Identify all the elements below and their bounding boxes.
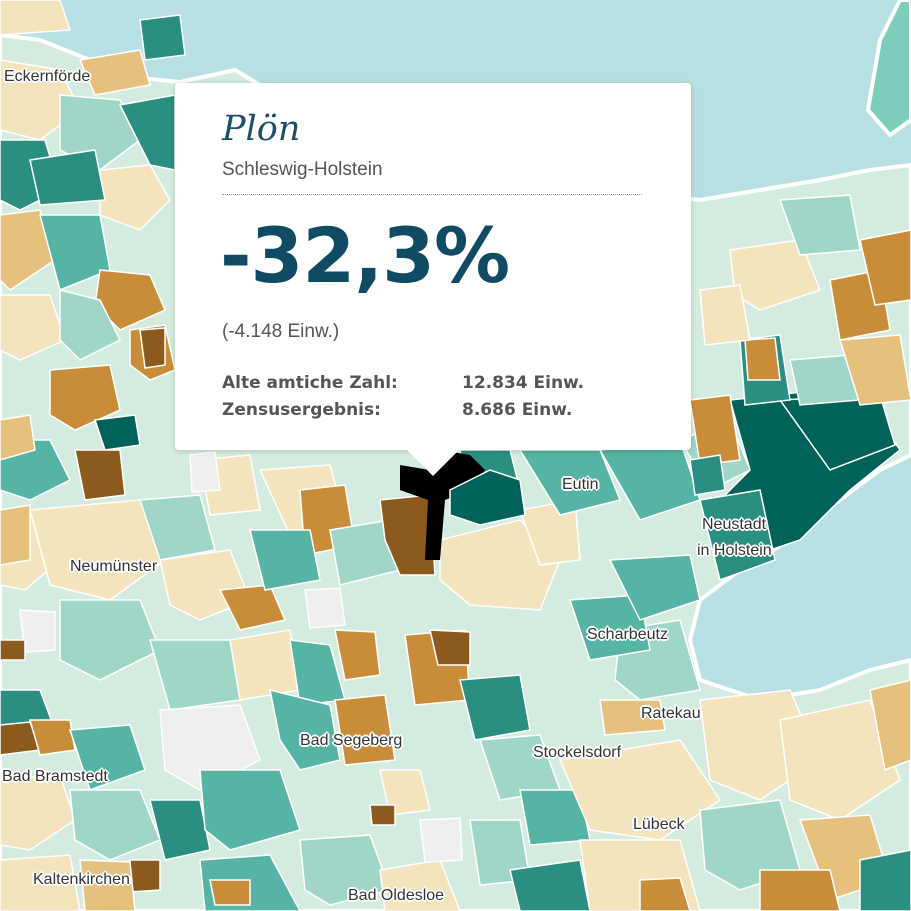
place-label-bad-oldesloe: Bad Oldesloe xyxy=(348,887,445,904)
selected-municipality[interactable] xyxy=(379,450,526,576)
tooltip-row-label: Zensusergebnis: xyxy=(222,400,381,420)
tooltip-row-value: 8.686 Einw. xyxy=(462,400,573,420)
tooltip-row-value: 12.834 Einw. xyxy=(462,373,585,393)
place-label-in-holstein: in Holstein xyxy=(697,542,772,559)
place-label-luebeck: Lübeck xyxy=(633,816,685,833)
place-label-kaltenkirchen: Kaltenkirchen xyxy=(33,871,130,888)
peninsula-fehmarn xyxy=(865,0,911,138)
place-label-ratekau: Ratekau xyxy=(641,705,701,722)
tooltip-change-percent: -32,3% xyxy=(220,211,510,300)
tooltip-state-name: Schleswig-Holstein xyxy=(222,159,383,180)
place-label-scharbeutz: Scharbeutz xyxy=(587,626,668,643)
tooltip-row-label: Alte amtiche Zahl: xyxy=(222,373,398,393)
place-label-eckernfoerde: Eckernförde xyxy=(4,68,91,85)
place-label-bad-segeberg: Bad Segeberg xyxy=(300,732,403,749)
place-label-stockelsdorf: Stockelsdorf xyxy=(533,744,622,761)
place-label-neustadt: Neustadt xyxy=(702,516,767,533)
municipality-tooltip: Plön Schleswig-Holstein -32,3% (-4.148 E… xyxy=(175,83,691,476)
place-label-neumuenster: Neumünster xyxy=(70,558,158,575)
tooltip-row-census-count: Zensusergebnis: 8.686 Einw. xyxy=(222,400,572,420)
tooltip-divider xyxy=(222,194,642,195)
tooltip-row-old-count: Alte amtiche Zahl: 12.834 Einw. xyxy=(222,373,584,393)
tooltip-municipality-name: Plön xyxy=(222,109,301,149)
tooltip-change-absolute: (-4.148 Einw.) xyxy=(222,321,340,342)
place-label-bad-bramstedt: Bad Bramstedt xyxy=(2,768,108,785)
place-label-eutin: Eutin xyxy=(562,476,599,493)
